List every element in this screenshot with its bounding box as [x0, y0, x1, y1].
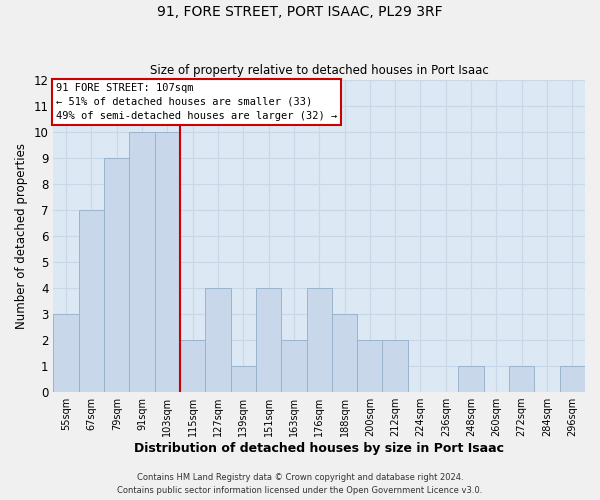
Title: Size of property relative to detached houses in Port Isaac: Size of property relative to detached ho… — [150, 64, 488, 77]
Bar — [155, 132, 180, 392]
Y-axis label: Number of detached properties: Number of detached properties — [15, 143, 28, 329]
Bar — [307, 288, 332, 392]
Bar — [180, 340, 205, 392]
Bar — [79, 210, 104, 392]
Text: Contains HM Land Registry data © Crown copyright and database right 2024.
Contai: Contains HM Land Registry data © Crown c… — [118, 473, 482, 495]
Bar — [560, 366, 585, 392]
Bar — [53, 314, 79, 392]
Bar — [230, 366, 256, 392]
Bar — [104, 158, 130, 392]
Bar — [357, 340, 382, 392]
Bar — [382, 340, 408, 392]
Bar — [332, 314, 357, 392]
Bar — [509, 366, 535, 392]
X-axis label: Distribution of detached houses by size in Port Isaac: Distribution of detached houses by size … — [134, 442, 504, 455]
Bar — [256, 288, 281, 392]
Text: 91, FORE STREET, PORT ISAAC, PL29 3RF: 91, FORE STREET, PORT ISAAC, PL29 3RF — [157, 5, 443, 19]
Bar — [281, 340, 307, 392]
Bar — [458, 366, 484, 392]
Text: 91 FORE STREET: 107sqm
← 51% of detached houses are smaller (33)
49% of semi-det: 91 FORE STREET: 107sqm ← 51% of detached… — [56, 82, 337, 120]
Bar — [130, 132, 155, 392]
Bar — [205, 288, 230, 392]
